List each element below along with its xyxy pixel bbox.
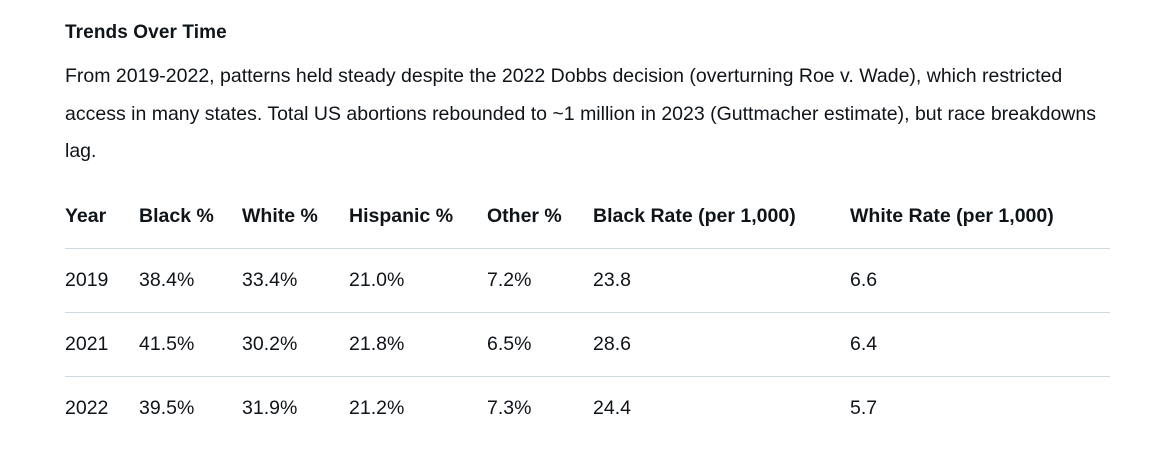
cell-black-pct: 38.4%	[139, 268, 195, 291]
table-row: 2019 38.4% 33.4% 21.0% 7.2% 23.8 6.6	[65, 248, 1110, 312]
cell-white-rate: 6.6	[850, 268, 878, 291]
header-other-pct: Other %	[487, 205, 562, 227]
trends-table: Year Black % White % Hispanic % Other % …	[65, 186, 1110, 441]
cell-white-pct: 30.2%	[242, 332, 298, 355]
cell-white-rate: 6.4	[850, 332, 878, 355]
cell-black-rate: 23.8	[593, 268, 631, 291]
section-heading: Trends Over Time	[65, 22, 227, 43]
section-paragraph: From 2019-2022, patterns held steady des…	[65, 65, 1096, 162]
header-black-pct: Black %	[139, 205, 214, 227]
cell-year: 2021	[65, 332, 109, 355]
table-row: 2021 41.5% 30.2% 21.8% 6.5% 28.6 6.4	[65, 312, 1110, 376]
cell-white-pct: 31.9%	[242, 396, 298, 419]
header-year: Year	[65, 205, 107, 227]
cell-other-pct: 7.3%	[487, 396, 532, 419]
trends-section: Trends Over Time From 2019-2022, pattern…	[65, 18, 1110, 440]
cell-black-rate: 24.4	[593, 396, 631, 419]
cell-year: 2022	[65, 396, 109, 419]
header-hispanic-pct: Hispanic %	[349, 205, 454, 227]
cell-hispanic-pct: 21.8%	[349, 332, 405, 355]
cell-year: 2019	[65, 268, 109, 291]
header-white-rate: White Rate (per 1,000)	[850, 205, 1054, 227]
cell-white-rate: 5.7	[850, 396, 878, 419]
table-row: 2022 39.5% 31.9% 21.2% 7.3% 24.4 5.7	[65, 376, 1110, 440]
cell-white-pct: 33.4%	[242, 268, 298, 291]
header-black-rate: Black Rate (per 1,000)	[593, 205, 796, 227]
cell-black-rate: 28.6	[593, 332, 631, 355]
cell-other-pct: 6.5%	[487, 332, 532, 355]
cell-hispanic-pct: 21.0%	[349, 268, 405, 291]
cell-other-pct: 7.2%	[487, 268, 532, 291]
table-header-row: Year Black % White % Hispanic % Other % …	[65, 186, 1110, 248]
header-white-pct: White %	[242, 205, 318, 227]
cell-black-pct: 41.5%	[139, 332, 195, 355]
cell-black-pct: 39.5%	[139, 396, 195, 419]
cell-hispanic-pct: 21.2%	[349, 396, 405, 419]
